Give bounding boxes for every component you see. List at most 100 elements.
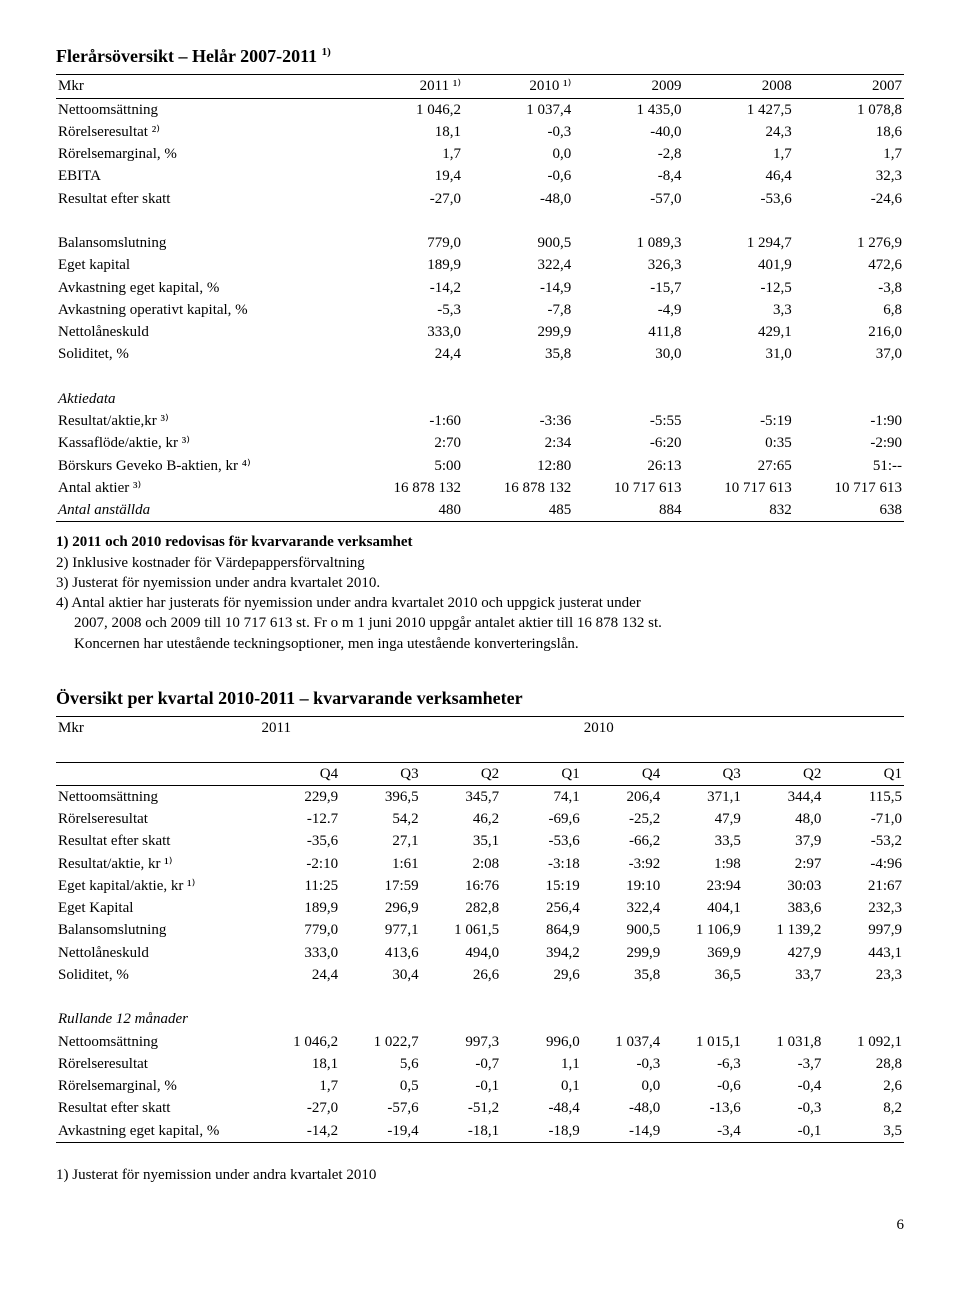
sub-header: Q3 [662, 763, 743, 786]
cell: 256,4 [501, 897, 582, 919]
cell: 26:13 [573, 455, 683, 477]
cell: 18,1 [260, 1053, 341, 1075]
cell: -2:10 [260, 853, 341, 875]
cell [794, 210, 904, 232]
cell: 900,5 [463, 232, 573, 254]
cell: 427,9 [743, 942, 824, 964]
cell: 282,8 [421, 897, 502, 919]
cell: 16:76 [421, 875, 502, 897]
cell: 27,1 [340, 830, 421, 852]
cell [353, 210, 463, 232]
cell: 996,0 [501, 1031, 582, 1053]
sub-header: Q1 [823, 763, 904, 786]
row-label: Nettoomsättning [56, 1031, 260, 1053]
cell: 1 037,4 [463, 98, 573, 121]
section-label: Rullande 12 månader [56, 1008, 904, 1030]
cell: 24,3 [684, 121, 794, 143]
page-number: 6 [56, 1215, 904, 1235]
cell: 1,7 [684, 143, 794, 165]
cell: 299,9 [463, 321, 573, 343]
cell: 1 106,9 [662, 919, 743, 941]
cell: 2,6 [823, 1075, 904, 1097]
cell: -13,6 [662, 1097, 743, 1119]
row-label: Nettoomsättning [56, 98, 353, 121]
col-header: 2009 [573, 75, 683, 98]
cell: 1 015,1 [662, 1031, 743, 1053]
cell: 1 294,7 [684, 232, 794, 254]
row-label: Nettoomsättning [56, 785, 260, 808]
cell: -57,6 [340, 1097, 421, 1119]
cell: 3,3 [684, 299, 794, 321]
cell: 1 037,4 [582, 1031, 663, 1053]
cell: 1 046,2 [260, 1031, 341, 1053]
cell: -3:92 [582, 853, 663, 875]
table1-title-sup: 1) [322, 46, 331, 58]
cell: -1:90 [794, 410, 904, 432]
cell: -7,8 [463, 299, 573, 321]
cell: -5,3 [353, 299, 463, 321]
cell: 404,1 [662, 897, 743, 919]
footnote-text: 1) Justerat för nyemission under andra k… [56, 1165, 904, 1185]
cell [463, 210, 573, 232]
cell: 10 717 613 [684, 477, 794, 499]
col-header: 2010 ¹⁾ [463, 75, 573, 98]
cell [684, 366, 794, 388]
table1: Mkr2011 ¹⁾2010 ¹⁾200920082007Nettoomsätt… [56, 75, 904, 522]
cell: 8,2 [823, 1097, 904, 1119]
cell: 1 061,5 [421, 919, 502, 941]
cell: 1:61 [340, 853, 421, 875]
cell: 46,2 [421, 808, 502, 830]
cell: -14,2 [260, 1120, 341, 1143]
cell: -15,7 [573, 277, 683, 299]
cell: 779,0 [260, 919, 341, 941]
cell: 299,9 [582, 942, 663, 964]
cell: 864,9 [501, 919, 582, 941]
cell: 472,6 [794, 254, 904, 276]
row-label: Avkastning eget kapital, % [56, 1120, 260, 1143]
cell: 296,9 [340, 897, 421, 919]
cell: -24,6 [794, 188, 904, 210]
cell: 1,7 [260, 1075, 341, 1097]
cell: -0,6 [662, 1075, 743, 1097]
col-header: Mkr [56, 75, 353, 98]
cell: -8,4 [573, 165, 683, 187]
row-label: EBITA [56, 165, 353, 187]
cell: 47,9 [662, 808, 743, 830]
cell: -27,0 [353, 188, 463, 210]
cell: -69,6 [501, 808, 582, 830]
col-header: 2011 [260, 717, 341, 739]
cell: -3,8 [794, 277, 904, 299]
cell: -6,3 [662, 1053, 743, 1075]
cell: 74,1 [501, 785, 582, 808]
cell: 216,0 [794, 321, 904, 343]
cell: -2,8 [573, 143, 683, 165]
cell: 1 427,5 [684, 98, 794, 121]
cell: 36,5 [662, 964, 743, 986]
cell: -18,1 [421, 1120, 502, 1143]
cell: 115,5 [823, 785, 904, 808]
cell [684, 210, 794, 232]
cell: 345,7 [421, 785, 502, 808]
cell: 977,1 [340, 919, 421, 941]
cell: -14,9 [582, 1120, 663, 1143]
cell: 229,9 [260, 785, 341, 808]
row-label: Soliditet, % [56, 964, 260, 986]
cell: -53,6 [684, 188, 794, 210]
cell: 1:98 [662, 853, 743, 875]
cell: 11:25 [260, 875, 341, 897]
cell [353, 366, 463, 388]
cell: -0,6 [463, 165, 573, 187]
row-label: Nettolåneskuld [56, 942, 260, 964]
cell: -2:90 [794, 432, 904, 454]
cell: 429,1 [684, 321, 794, 343]
cell: 371,1 [662, 785, 743, 808]
cell: -1:60 [353, 410, 463, 432]
row-label: Resultat/aktie, kr ¹⁾ [56, 853, 260, 875]
cell: 16 878 132 [463, 477, 573, 499]
cell: 23,3 [823, 964, 904, 986]
cell [463, 366, 573, 388]
col-header: 2007 [794, 75, 904, 98]
row-label: Resultat efter skatt [56, 830, 260, 852]
cell: 5:00 [353, 455, 463, 477]
cell: 12:80 [463, 455, 573, 477]
